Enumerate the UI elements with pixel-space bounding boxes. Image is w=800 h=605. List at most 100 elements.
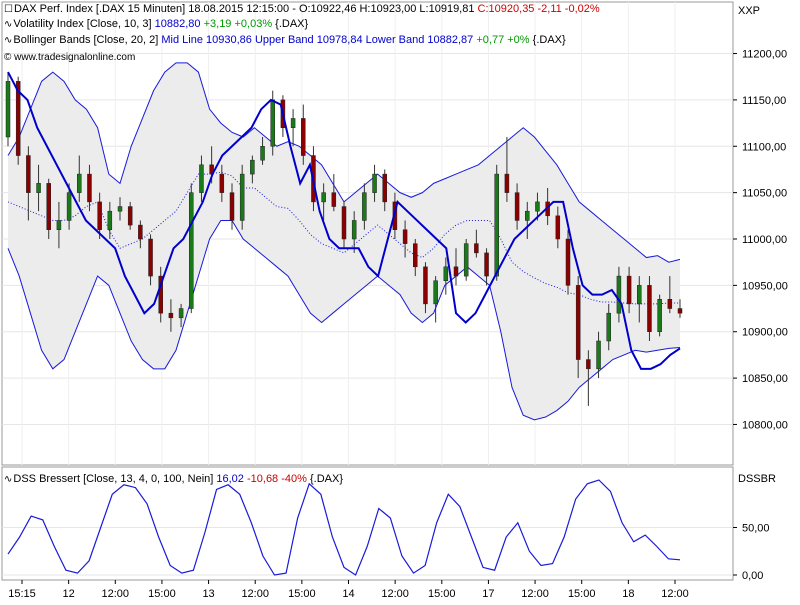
osc-tick-label: 50,00	[742, 523, 770, 535]
x-tick-label: 12:00	[241, 588, 269, 600]
bollinger-change: +0,77 +0%	[476, 34, 530, 46]
price-axis: 11200,00 11150,00 11100,00 11050,00 11000,00…	[733, 49, 788, 431]
candle-body	[127, 206, 133, 226]
candle-body	[565, 238, 571, 286]
volatility-index-line	[7, 71, 681, 370]
y-tick-label: 11150,00	[742, 95, 786, 107]
candle-body	[504, 173, 510, 193]
candle-body	[525, 210, 530, 221]
candle-body	[626, 275, 632, 305]
x-tick-label: 15:00	[288, 588, 316, 600]
candle-body	[46, 183, 51, 230]
candle-body	[77, 173, 82, 193]
y-tick-label: 11100,00	[742, 141, 786, 153]
candle-body	[199, 164, 204, 193]
bollinger-suffix: {.DAX}	[532, 34, 566, 46]
candle-body	[413, 243, 418, 268]
y-tick-label: 10850,00	[742, 373, 788, 385]
x-tick-label: 17	[482, 588, 494, 600]
bollinger-label: Bollinger Bands [Close, 20, 2]	[13, 34, 159, 46]
x-tick-label: 15:15	[8, 588, 36, 600]
dss-bressert-line	[7, 479, 681, 576]
candle-body	[453, 266, 459, 277]
x-tick-label: 12:00	[381, 588, 409, 600]
oscillator-axis-tag: DSSBR	[738, 473, 776, 485]
candle-body	[5, 81, 11, 138]
dss-change: -10,68 -40%	[246, 473, 307, 485]
candle-body	[260, 146, 265, 161]
x-tick-label: 12:00	[661, 588, 689, 600]
oscillator-axis: 0,00 50,00	[733, 523, 770, 582]
candle-body	[158, 275, 163, 314]
candle-body	[667, 299, 673, 309]
y-tick-label: 10900,00	[742, 327, 788, 339]
dss-label: DSS Bressert [Close, 13, 4, 0, 100, Nein…	[13, 473, 214, 485]
candle-body	[178, 308, 184, 319]
candle-body	[463, 243, 469, 277]
volatility-value: 10882,80	[154, 18, 201, 30]
main-panel-frame	[1, 1, 734, 466]
candle-body	[433, 280, 438, 305]
y-tick-label: 10800,00	[742, 419, 788, 431]
x-tick-label: 15:00	[568, 588, 596, 600]
volatility-change: +3,19 +0,03%	[203, 18, 273, 30]
time-axis: 15:15 12 12:00 15:00 13 12:00 15:00 14 12:00 15:0…	[8, 580, 689, 600]
candle-body	[341, 206, 347, 240]
candle-body	[15, 81, 21, 156]
candle-body	[474, 243, 479, 254]
dss-polyline	[7, 479, 681, 576]
x-tick-label: 14	[342, 588, 354, 600]
candle-body	[382, 173, 387, 203]
lower-band-line	[7, 219, 681, 421]
candle-body	[239, 173, 245, 221]
candle-body	[117, 206, 123, 212]
candle-body	[229, 192, 235, 221]
candle-body	[56, 220, 62, 230]
main-ohlc: 18.08.2015 12:15:00 - O:10922,46 H:10923…	[188, 3, 475, 15]
candle-body	[514, 192, 520, 221]
osc-tick-label: 0,00	[742, 570, 763, 582]
line-indicator-icon[interactable]: ∿	[4, 474, 13, 485]
candle-body	[36, 183, 41, 193]
candle-body	[484, 252, 489, 277]
candle-body	[168, 312, 174, 319]
candle-body	[586, 359, 591, 370]
candle-body	[219, 173, 225, 193]
main-series-legend: ☐DAX Perf. Index [.DAX 15 Minuten] 18.08…	[4, 3, 600, 16]
candle-body	[637, 285, 642, 305]
candle-body	[372, 173, 377, 193]
candle-body	[250, 159, 255, 175]
bollinger-values: Mid Line 10930,86 Upper Band 10978,84 Lo…	[161, 34, 474, 46]
line-indicator-icon[interactable]: ∿	[4, 35, 13, 46]
y-tick-label: 11200,00	[742, 49, 787, 61]
copyright-text: © www.tradesignalonline.com	[4, 52, 136, 63]
candle-body	[606, 312, 611, 342]
volatility-suffix: {.DAX}	[275, 18, 309, 30]
volatility-legend: ∿Volatility Index [Close, 10, 3] 10882,8…	[4, 18, 308, 31]
candle-body	[596, 340, 601, 370]
candle-body	[26, 155, 31, 193]
candle-body	[423, 266, 428, 305]
candle-body	[87, 173, 92, 203]
line-indicator-icon[interactable]: ∿	[4, 19, 13, 30]
candle-body	[301, 118, 306, 156]
candle-body	[331, 192, 337, 207]
dss-legend: ∿DSS Bressert [Close, 13, 4, 0, 100, Nei…	[4, 473, 343, 486]
x-tick-label: 15:00	[428, 588, 456, 600]
x-tick-label: 15:00	[148, 588, 176, 600]
candle-body	[616, 275, 622, 314]
checkbox-icon[interactable]: ☐	[4, 4, 13, 15]
main-close: C:10920,35 -2,11 -0,02%	[477, 3, 600, 15]
candle-body	[657, 299, 662, 332]
volatility-label: Volatility Index [Close, 10, 3]	[13, 18, 152, 30]
candle-body	[321, 192, 326, 203]
candle-body	[555, 215, 561, 240]
candle-body	[535, 201, 540, 212]
candle-body	[494, 173, 499, 277]
candle-body	[351, 220, 357, 240]
candle-body	[270, 99, 275, 147]
candle-body	[66, 192, 72, 221]
candle-body	[677, 308, 683, 314]
